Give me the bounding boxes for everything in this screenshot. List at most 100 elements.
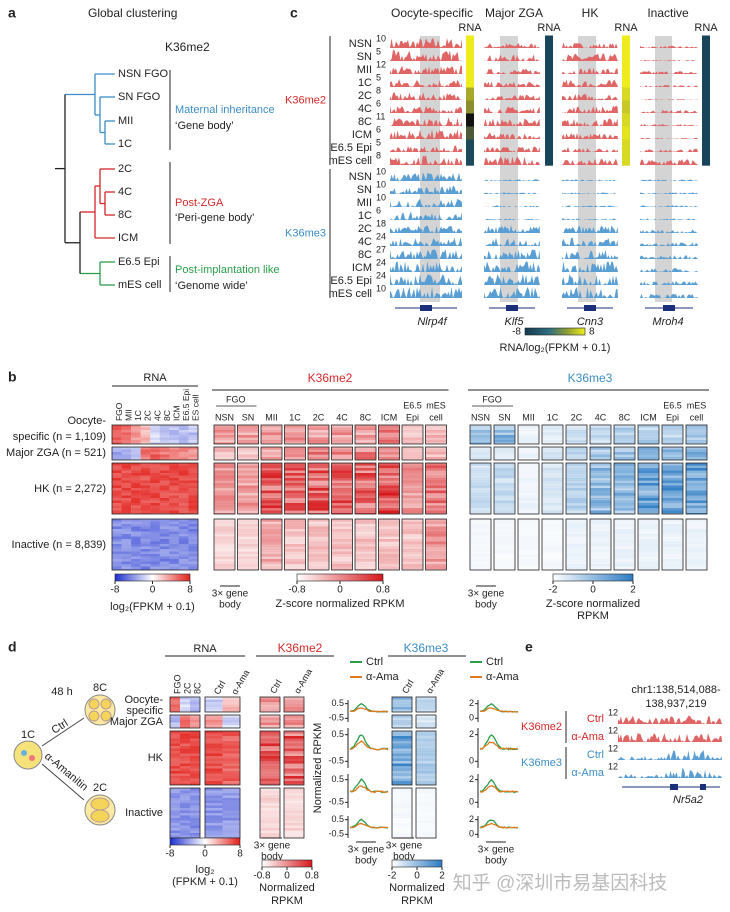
heatmap-stripe xyxy=(416,815,436,819)
heatmap-stripe xyxy=(542,503,563,506)
heatmap-stripe xyxy=(284,715,304,718)
heatmap-stripe xyxy=(638,500,659,504)
heatmap-stripe xyxy=(178,483,189,486)
heatmap-stripe xyxy=(178,564,189,567)
heatmap-stripe xyxy=(260,815,280,819)
heatmap-stripe xyxy=(662,556,683,560)
heatmap-stripe xyxy=(284,815,304,819)
heatmap-stripe xyxy=(140,427,151,431)
heatmap-stripe xyxy=(331,468,353,471)
heatmap-stripe xyxy=(662,463,683,466)
heatmap-stripe xyxy=(566,440,587,443)
heatmap-stripe xyxy=(205,697,223,700)
colorbar-tick-label: 0 xyxy=(202,849,208,860)
heatmap-stripe xyxy=(566,549,587,552)
heatmap-stripe xyxy=(284,498,306,501)
heatmap-stripe xyxy=(261,427,282,431)
heatmap-stripe xyxy=(140,470,151,474)
row-label: Inactive (n = 8,839) xyxy=(12,539,106,551)
heatmap-stripe xyxy=(402,561,423,565)
highlight-region xyxy=(420,36,440,302)
heatmap-stripe xyxy=(378,430,400,433)
heatmap-stripe xyxy=(237,534,259,537)
heatmap-stripe xyxy=(686,493,707,496)
heatmap-frame xyxy=(284,462,306,515)
heatmap-stripe xyxy=(214,490,235,494)
heatmap-stripe xyxy=(284,556,306,560)
rna-bar xyxy=(545,48,553,62)
heatmap-stripe xyxy=(542,500,563,504)
colorbar-label: log₂(FPKM + 0.1) xyxy=(110,601,195,613)
heatmap-stripe xyxy=(140,488,151,491)
heatmap-stripe xyxy=(614,505,635,509)
heatmap-stripe xyxy=(308,430,329,433)
sample-label: 8C xyxy=(358,249,372,261)
heatmap-stripe xyxy=(140,493,151,496)
heatmap-stripe xyxy=(662,490,683,494)
heatmap-stripe xyxy=(261,447,282,450)
heatmap-stripe xyxy=(416,731,436,734)
heatmap-stripe xyxy=(614,495,635,499)
heatmap-stripe xyxy=(284,751,304,754)
heatmap-stripe xyxy=(131,526,141,530)
heatmap-stripe xyxy=(542,564,563,567)
y-tick-label: 0.5 xyxy=(331,698,344,708)
heatmap-stripe xyxy=(188,478,199,481)
heatmap-stripe xyxy=(284,736,304,739)
heatmap-stripe xyxy=(662,531,683,535)
heatmap-stripe xyxy=(205,715,223,718)
heatmap-stripe xyxy=(425,536,447,540)
heatmap-stripe xyxy=(284,790,304,794)
heatmap-frame xyxy=(354,518,377,571)
heatmap-stripe xyxy=(284,756,304,759)
sample-label: 1C xyxy=(358,210,372,222)
heatmap-stripe xyxy=(178,473,189,476)
colorbar-min: -8 xyxy=(512,327,521,338)
rna-bar xyxy=(545,35,553,49)
signal-track xyxy=(390,198,462,207)
heatmap-stripe xyxy=(121,442,132,444)
heatmap-stripe xyxy=(237,536,259,540)
heatmap-stripe xyxy=(542,480,563,484)
heatmap-stripe xyxy=(205,771,223,774)
column-label: mES xyxy=(687,400,707,410)
signal-track xyxy=(562,118,618,126)
heatmap-stripe xyxy=(188,549,199,552)
heatmap-stripe xyxy=(638,524,659,527)
heatmap-stripe xyxy=(131,475,141,479)
heatmap-stripe xyxy=(205,731,223,734)
heatmap-stripe xyxy=(140,432,151,436)
heatmap-stripe xyxy=(121,468,132,471)
heatmap-stripe xyxy=(237,435,259,438)
heatmap-stripe xyxy=(237,559,259,562)
heatmap-stripe xyxy=(178,495,189,499)
heatmap-stripe xyxy=(402,500,423,504)
heatmap-stripe xyxy=(331,435,353,438)
heatmap-stripe xyxy=(131,521,141,525)
heatmap-stripe xyxy=(614,513,635,514)
colorbar-tick-label: 8 xyxy=(237,849,243,860)
heatmap-stripe xyxy=(638,457,659,460)
heatmap-stripe xyxy=(190,725,201,728)
heatmap-stripe xyxy=(416,790,436,794)
column-label: ICM xyxy=(381,412,398,422)
heatmap-stripe xyxy=(662,475,683,479)
heatmap-stripe xyxy=(222,722,241,726)
heatmap-stripe xyxy=(150,432,160,436)
heatmap-stripe xyxy=(159,508,170,511)
heatmap-stripe xyxy=(590,536,611,540)
heatmap-stripe xyxy=(261,521,282,525)
heatmap-stripe xyxy=(237,500,259,504)
heatmap-stripe xyxy=(131,473,141,476)
heatmap-stripe xyxy=(392,756,412,759)
heatmap-stripe xyxy=(284,773,304,777)
heatmap-stripe xyxy=(140,475,151,479)
heatmap-stripe xyxy=(140,524,151,527)
track-scale: 5 xyxy=(376,72,381,82)
y-tick-label: 0.5 xyxy=(331,774,344,784)
signal-track xyxy=(562,53,618,61)
heatmap-stripe xyxy=(614,457,635,460)
heatmap-stripe xyxy=(614,564,635,567)
heatmap-stripe xyxy=(392,741,412,744)
heatmap-stripe xyxy=(494,547,515,550)
